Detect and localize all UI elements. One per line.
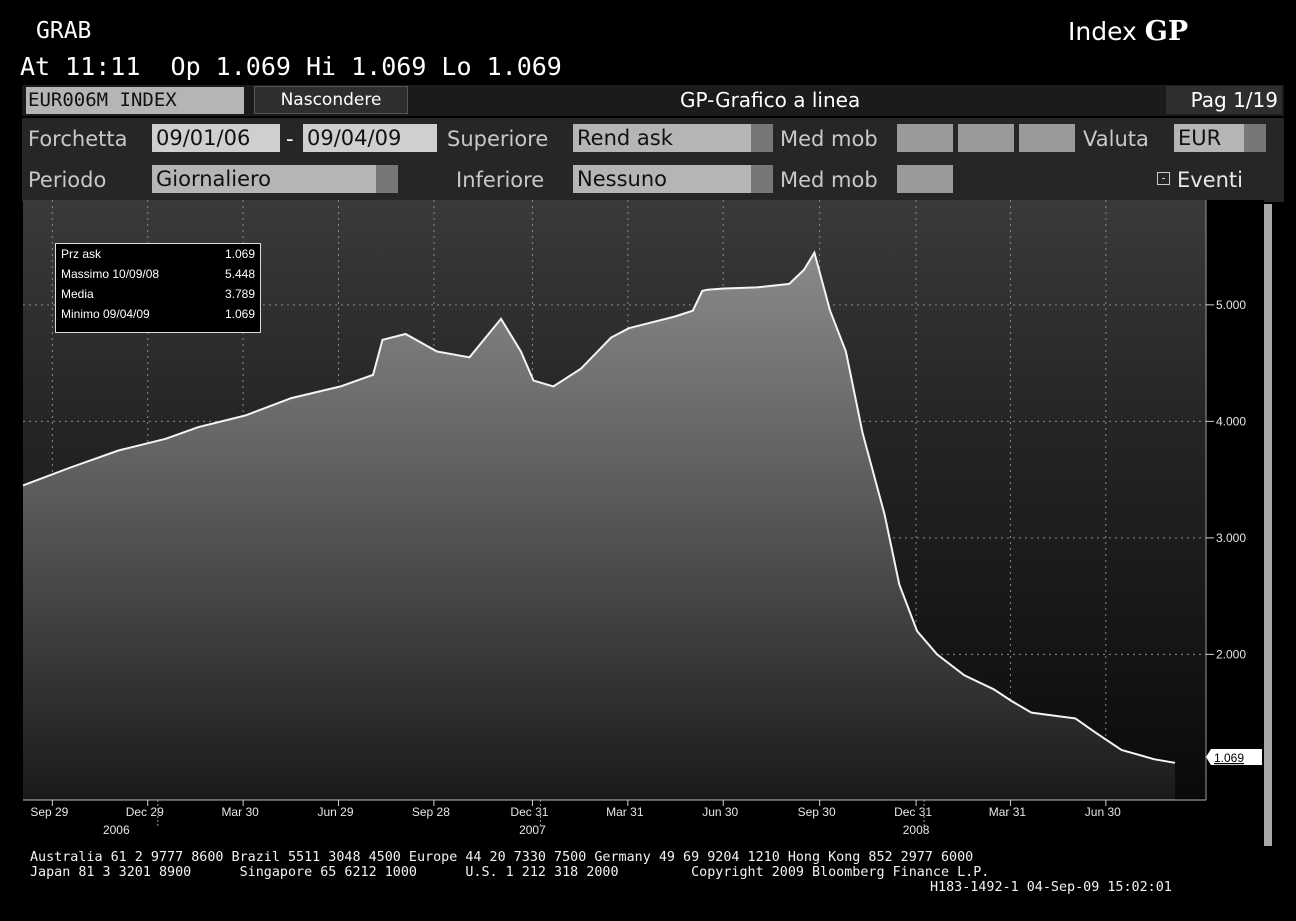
index-code: GP <box>1144 16 1189 47</box>
footer-line-1: Australia 61 2 9777 8600 Brazil 5511 304… <box>30 850 974 865</box>
last-value-label: 1.069 <box>1214 751 1244 765</box>
series-line <box>22 250 1176 764</box>
x-tick-label: Sep 29 <box>30 805 68 819</box>
stat-row-mean: Media 3.789 <box>61 287 255 303</box>
range-start-field[interactable]: 09/01/06 <box>152 124 280 152</box>
range-end-field[interactable]: 09/04/09 <box>303 124 437 152</box>
checkbox-mark-icon <box>1162 178 1165 179</box>
stat-row-max: Massimo 10/09/08 5.448 <box>61 267 255 283</box>
moving-average-field-3[interactable] <box>1019 124 1075 152</box>
index-label: Index GP <box>1068 16 1188 47</box>
hide-button[interactable]: Nascondere <box>254 86 408 114</box>
stat-label: Minimo 09/04/09 <box>61 307 150 321</box>
statistics-box: Prz ask 1.069 Massimo 10/09/08 5.448 Media… <box>55 243 261 333</box>
y-tick-label: 5.000 <box>1216 298 1246 312</box>
x-tick-label: Mar 31 <box>989 805 1027 819</box>
index-label-text: Index <box>1068 17 1137 46</box>
x-tick-label: Mar 30 <box>221 805 259 819</box>
period-label: Periodo <box>28 168 107 192</box>
stat-value: 5.448 <box>224 267 255 281</box>
moving-average-field-1[interactable] <box>897 124 953 152</box>
upper-label: Superiore <box>447 127 549 151</box>
stat-value: 1.069 <box>224 307 255 321</box>
upper-dropdown-icon[interactable] <box>751 124 773 152</box>
lower-field[interactable]: Nessuno <box>573 165 751 193</box>
events-checkbox[interactable] <box>1157 172 1170 185</box>
year-label: 2007 <box>519 823 546 837</box>
last-value-tag <box>1206 749 1262 765</box>
lower-label: Inferiore <box>456 168 545 192</box>
currency-label: Valuta <box>1083 127 1149 151</box>
x-tick-label: Jun 29 <box>318 805 354 819</box>
upper-field[interactable]: Rend ask <box>573 124 751 152</box>
series-area <box>23 252 1175 800</box>
ticker-field[interactable]: EUR006M INDEX <box>26 87 244 114</box>
moving-average-label-2: Med mob <box>780 168 878 192</box>
x-tick-label: Sep 28 <box>412 805 450 819</box>
x-tick-label: Sep 30 <box>798 805 836 819</box>
moving-average-field-4[interactable] <box>897 165 953 193</box>
quote-line: At 11:11 Op 1.069 Hi 1.069 Lo 1.069 <box>20 52 562 81</box>
year-label: 2008 <box>903 823 930 837</box>
x-tick-label: Dec 31 <box>894 805 932 819</box>
y-tick-label: 3.000 <box>1216 531 1246 545</box>
period-field[interactable]: Giornaliero <box>152 165 376 193</box>
x-tick-label: Mar 31 <box>606 805 644 819</box>
lower-dropdown-icon[interactable] <box>751 165 773 193</box>
y-tick-label: 2.000 <box>1216 647 1246 661</box>
stat-label: Prz ask <box>61 247 102 261</box>
year-label: 2006 <box>103 823 130 837</box>
x-tick-label: Dec 31 <box>510 805 548 819</box>
currency-dropdown-icon[interactable] <box>1244 124 1266 152</box>
stat-label: Massimo 10/09/08 <box>61 267 160 281</box>
stat-value: 1.069 <box>224 247 255 261</box>
x-tick-label: Dec 29 <box>126 805 164 819</box>
range-separator: - <box>286 127 294 151</box>
stat-row-ask: Prz ask 1.069 <box>61 247 255 263</box>
footer-line-3: H183-1492-1 04-Sep-09 15:02:01 <box>930 880 1172 895</box>
chart-title: GP-Grafico a linea <box>680 88 861 112</box>
axis-panel <box>1206 200 1264 800</box>
period-dropdown-icon[interactable] <box>376 165 398 193</box>
x-tick-label: Jun 30 <box>1085 805 1121 819</box>
footer-line-2: Japan 81 3 3201 8900 Singapore 65 6212 1… <box>30 865 990 880</box>
stat-row-min: Minimo 09/04/09 1.069 <box>61 307 255 323</box>
moving-average-label-1: Med mob <box>780 127 878 151</box>
function-name: GRAB <box>36 18 92 44</box>
range-label: Forchetta <box>28 127 128 151</box>
stat-value: 3.789 <box>224 287 255 301</box>
footer-contacts: Australia 61 2 9777 8600 Brazil 5511 304… <box>30 850 1172 895</box>
x-tick-label: Jun 30 <box>702 805 738 819</box>
events-label: Eventi <box>1177 168 1243 192</box>
y-tick-label: 4.000 <box>1216 414 1246 428</box>
stat-label: Media <box>61 287 94 301</box>
currency-field[interactable]: EUR <box>1174 124 1244 152</box>
moving-average-field-2[interactable] <box>958 124 1014 152</box>
page-indicator[interactable]: Pag 1/19 <box>1166 86 1282 114</box>
scrollbar[interactable] <box>1264 204 1272 846</box>
